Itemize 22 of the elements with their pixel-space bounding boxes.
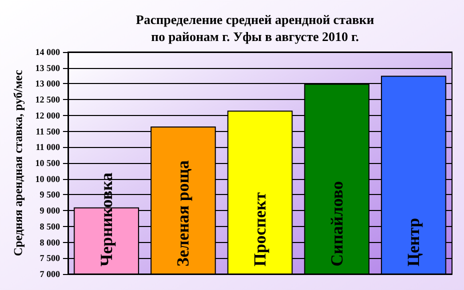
- y-tick-label: 13 000: [35, 78, 60, 89]
- y-axis-title: Средняя арендная ставка, руб/мес: [11, 69, 25, 256]
- y-tick-label: 8 500: [40, 221, 60, 232]
- x-tick-label: Сипайлово: [327, 181, 346, 266]
- y-tick-label: 12 500: [35, 94, 60, 105]
- y-tick-label: 7 500: [40, 253, 60, 264]
- x-tick-label: Черниковка: [96, 172, 116, 266]
- y-tick-label: 11 000: [36, 142, 60, 152]
- y-tick-label: 10 500: [35, 158, 60, 168]
- y-tick-label: 9 500: [40, 190, 60, 200]
- chart-title: Распределение средней арендной ставки по районам г. Уфы в августе 2010 г.: [136, 12, 375, 44]
- y-tick-label: 10 000: [35, 174, 60, 184]
- y-tick-label: 8 000: [40, 237, 60, 248]
- y-tick-label: 11 500: [36, 126, 60, 136]
- y-tick-label: 13 500: [35, 62, 60, 73]
- x-tick-label: Зеленая роща: [174, 160, 193, 266]
- x-tick-label: Центр: [404, 218, 424, 266]
- y-tick-label: 9 000: [40, 206, 60, 216]
- y-tick-label: 14 000: [35, 47, 60, 57]
- y-tick-label: 7 000: [40, 269, 60, 279]
- x-tick-label: Проспект: [250, 192, 270, 266]
- y-tick-label: 12 000: [35, 110, 60, 120]
